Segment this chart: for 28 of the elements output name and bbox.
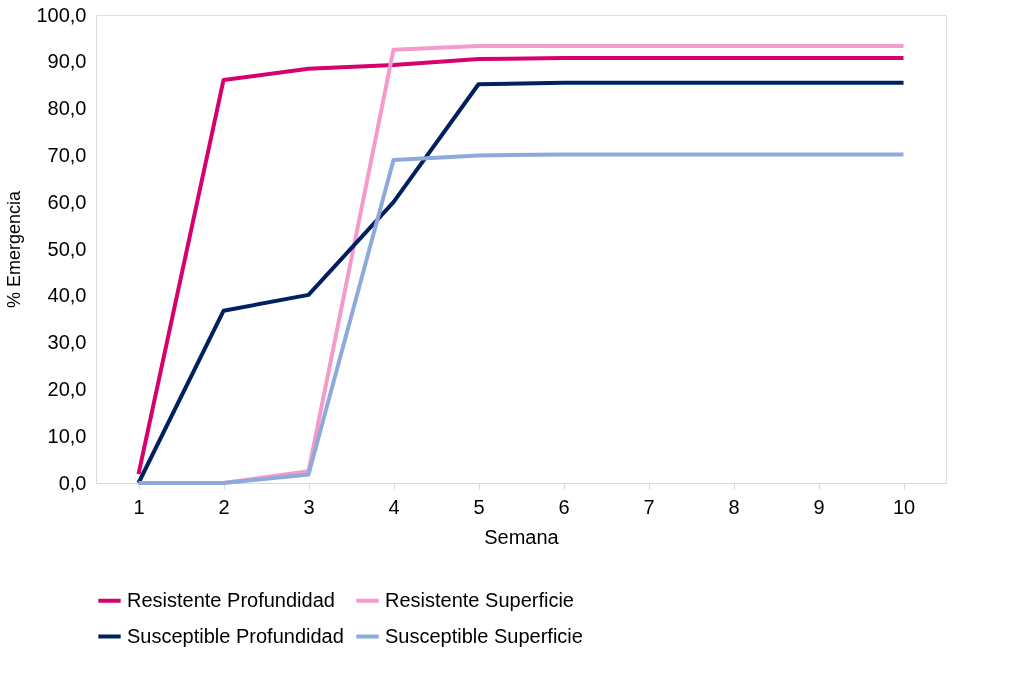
y-tick-label: 0,0: [58, 471, 87, 494]
y-axis-title: % Emergencia: [4, 189, 25, 309]
x-tick-label: 6: [558, 495, 570, 518]
x-tick-label: 1: [133, 495, 145, 518]
y-tick-label: 40,0: [47, 284, 87, 307]
legend-label: Resistente Superficie: [385, 588, 574, 611]
y-tick-label: 80,0: [47, 97, 87, 120]
legend-label: Resistente Profundidad: [127, 588, 335, 611]
x-tick-label: 5: [473, 495, 485, 518]
legend-label: Susceptible Profundidad: [127, 624, 344, 647]
y-tick-label: 20,0: [47, 377, 87, 400]
line-series: [136, 152, 906, 485]
x-tick-label: 7: [643, 495, 655, 518]
x-tick-label: 4: [388, 495, 400, 518]
x-tick-label: 2: [218, 495, 230, 518]
y-tick-label: 70,0: [47, 143, 87, 166]
y-tick-label: 30,0: [47, 331, 87, 354]
y-tick-label: 100,0: [36, 3, 87, 26]
y-tick-label: 60,0: [47, 190, 87, 213]
x-tick-label: 8: [728, 495, 740, 518]
x-tick-label: 9: [813, 495, 825, 518]
x-axis-title: Semana: [484, 525, 560, 548]
x-tick-label: 3: [303, 495, 315, 518]
y-tick-label: 90,0: [47, 50, 87, 73]
y-tick-label: 50,0: [47, 237, 87, 260]
legend-label: Susceptible Superficie: [385, 624, 583, 647]
x-tick-label: 10: [892, 495, 916, 518]
y-tick-label: 10,0: [47, 424, 87, 447]
